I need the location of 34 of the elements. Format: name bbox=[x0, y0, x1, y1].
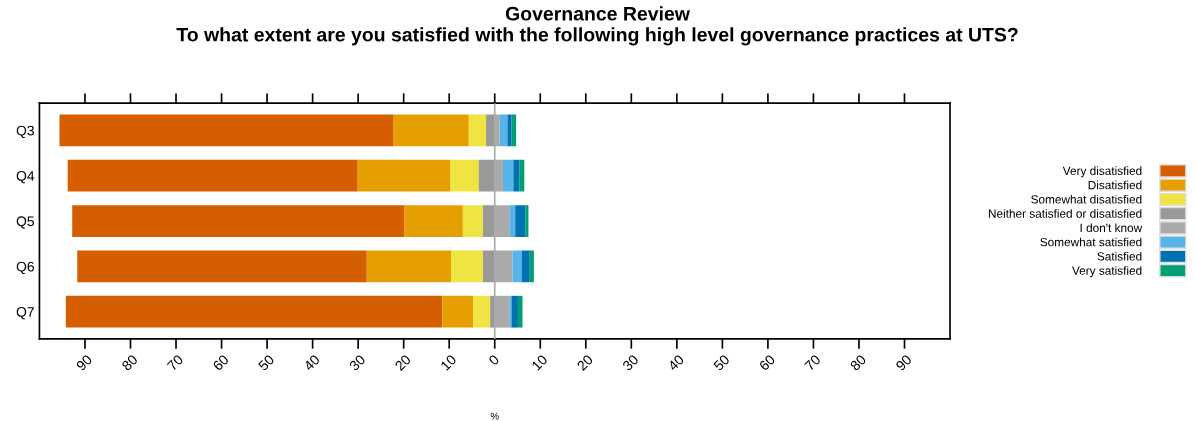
legend-label: Neither satisfied or disatisfied bbox=[988, 209, 1142, 218]
x-tick-label: 70 bbox=[804, 354, 822, 372]
x-tick-label: 60 bbox=[212, 354, 230, 372]
legend-label: I don't know bbox=[1080, 223, 1143, 233]
x-tick-label: 90 bbox=[895, 354, 913, 372]
legend-label: Somewhat disatisfied bbox=[1031, 194, 1142, 204]
x-tick-label: 70 bbox=[166, 354, 184, 372]
y-tick-label: Q7 bbox=[16, 307, 34, 320]
x-tick-label: 80 bbox=[121, 354, 139, 372]
x-tick-label: 90 bbox=[75, 354, 93, 372]
x-tick-label: 20 bbox=[576, 354, 594, 372]
chart-title: Governance Review To what extent are you satisfied with the following high level governance practices at UTS? bbox=[176, 6, 1018, 46]
legend-label: Very disatisfied bbox=[1062, 166, 1142, 178]
x-tick-label: 0 bbox=[488, 354, 500, 366]
legend-label: Very satisfied bbox=[1072, 266, 1142, 278]
x-tick-label: 30 bbox=[348, 354, 366, 372]
x-tick-label: 80 bbox=[849, 354, 867, 372]
x-axis-title: % bbox=[490, 412, 499, 420]
legend-label: Satisfied bbox=[1097, 251, 1142, 261]
y-tick-label: Q3 bbox=[16, 125, 34, 138]
y-tick-label: Q6 bbox=[16, 261, 34, 275]
x-tick-label: 40 bbox=[303, 354, 321, 372]
x-tick-label: 40 bbox=[667, 354, 685, 372]
x-tick-label: 20 bbox=[394, 354, 412, 372]
y-tick-label: Q4 bbox=[16, 171, 35, 184]
x-tick-label: 10 bbox=[531, 354, 548, 371]
x-tick-label: 60 bbox=[758, 354, 776, 372]
x-tick-label: 10 bbox=[440, 354, 457, 371]
x-tick-label: 50 bbox=[712, 354, 731, 372]
y-tick-label: Q5 bbox=[16, 216, 34, 229]
legend-label: Disatisfied bbox=[1088, 180, 1142, 190]
legend-label: Somewhat satisfied bbox=[1040, 237, 1142, 247]
x-tick-label: 50 bbox=[257, 354, 275, 372]
x-tick-label: 30 bbox=[621, 354, 640, 372]
